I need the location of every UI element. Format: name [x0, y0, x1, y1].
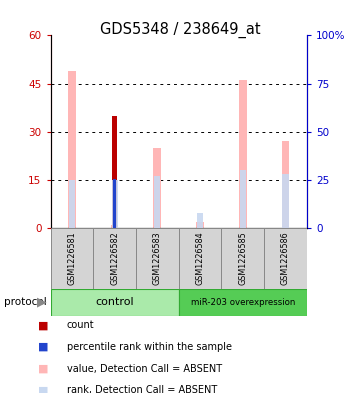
- Bar: [51, 228, 93, 289]
- Text: ■: ■: [38, 320, 49, 331]
- Bar: [197, 213, 203, 228]
- Text: ■: ■: [38, 364, 49, 374]
- Text: count: count: [67, 320, 95, 331]
- Bar: [68, 71, 76, 228]
- Text: ■: ■: [38, 385, 49, 393]
- Bar: [69, 180, 75, 228]
- Bar: [112, 180, 118, 228]
- Text: miR-203 overexpression: miR-203 overexpression: [191, 298, 295, 307]
- Text: value, Detection Call = ABSENT: value, Detection Call = ABSENT: [67, 364, 222, 374]
- Text: GSM1226584: GSM1226584: [196, 231, 205, 285]
- Bar: [154, 176, 160, 228]
- Bar: [112, 116, 117, 228]
- Text: control: control: [95, 297, 134, 307]
- Bar: [264, 228, 307, 289]
- Bar: [221, 228, 264, 289]
- Text: GSM1226582: GSM1226582: [110, 231, 119, 285]
- Bar: [153, 148, 161, 228]
- Bar: [196, 222, 204, 228]
- Text: percentile rank within the sample: percentile rank within the sample: [67, 342, 232, 352]
- Bar: [179, 289, 307, 316]
- Text: protocol: protocol: [4, 297, 46, 307]
- Bar: [113, 179, 116, 228]
- Bar: [51, 289, 179, 316]
- Bar: [179, 228, 221, 289]
- Bar: [239, 80, 247, 228]
- Text: GSM1226583: GSM1226583: [153, 231, 162, 285]
- Bar: [282, 141, 289, 228]
- Bar: [93, 228, 136, 289]
- Text: ▶: ▶: [37, 296, 46, 309]
- Text: GSM1226581: GSM1226581: [68, 231, 77, 285]
- Bar: [136, 228, 179, 289]
- Bar: [111, 225, 118, 228]
- Text: GDS5348 / 238649_at: GDS5348 / 238649_at: [100, 22, 261, 38]
- Text: ■: ■: [38, 342, 49, 352]
- Bar: [282, 174, 288, 228]
- Bar: [240, 170, 246, 228]
- Text: GSM1226586: GSM1226586: [281, 231, 290, 285]
- Text: rank, Detection Call = ABSENT: rank, Detection Call = ABSENT: [67, 385, 217, 393]
- Text: GSM1226585: GSM1226585: [238, 231, 247, 285]
